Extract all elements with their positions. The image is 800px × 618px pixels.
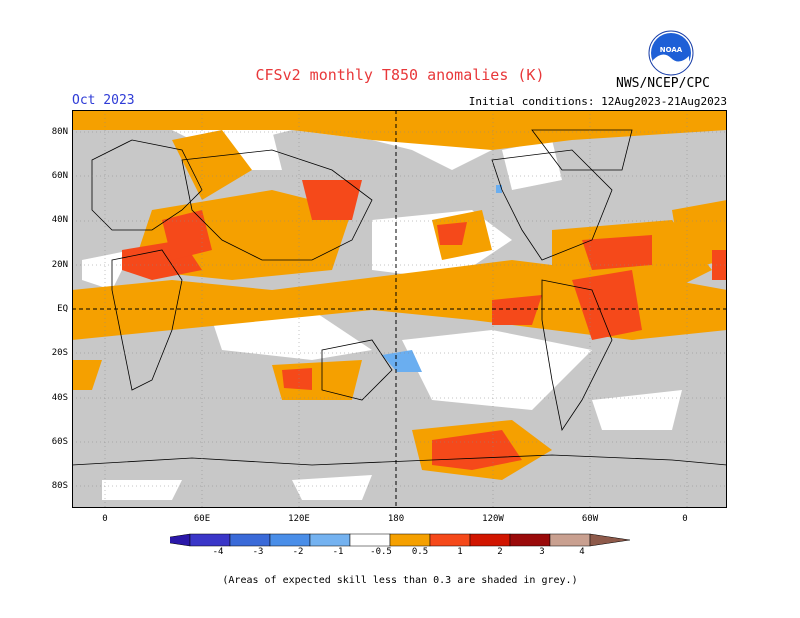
colorbar-segment [509, 533, 551, 547]
colorbar-label-3: 3 [539, 547, 545, 557]
lat-label-80n: 80N [51, 127, 68, 137]
colorbar-label-neg1: -1 [332, 547, 344, 557]
colorbar-segment [429, 533, 471, 547]
light-blue-anomaly-areas [382, 185, 502, 372]
lat-label-40s: 40S [51, 393, 68, 403]
colorbar-segment [469, 533, 511, 547]
lat-label-80s: 80S [51, 481, 68, 491]
colorbar-segment [170, 533, 191, 547]
colorbar-label-neg4: -4 [212, 547, 224, 557]
colorbar-label-1: 1 [457, 547, 463, 557]
svg-text:NOAA: NOAA [660, 46, 683, 54]
footnote: (Areas of expected skill less than 0.3 a… [222, 575, 578, 586]
colorbar-label-2: 2 [497, 547, 503, 557]
colorbar-segment [589, 533, 630, 547]
colorbar-label-05: 0.5 [411, 547, 429, 557]
colorbar-label-neg2: -2 [292, 547, 304, 557]
lon-label-120e: 120E [288, 514, 310, 524]
colorbar-segment [389, 533, 431, 547]
colorbar-segment [309, 533, 351, 547]
chart-title: CFSv2 monthly T850 anomalies (K) [255, 66, 545, 84]
colorbar-segment [269, 533, 311, 547]
lon-label-60e: 60E [193, 514, 211, 524]
colorbar-segment [189, 533, 231, 547]
colorbar-segment [549, 533, 591, 547]
colorbar-label-neg05: -0.5 [370, 547, 392, 557]
coastlines [72, 129, 727, 466]
red-anomaly-areas [122, 180, 727, 470]
lat-label-60s: 60S [51, 437, 68, 447]
lon-label-60w: 60W [581, 514, 599, 524]
lat-label-eq: EQ [57, 304, 68, 314]
initial-conditions: Initial conditions: 12Aug2023-21Aug2023 [468, 95, 727, 108]
lat-label-60n: 60N [51, 171, 68, 181]
colorbar-label-neg3: -3 [252, 547, 264, 557]
lon-label-0-east: 0 [682, 514, 688, 524]
reference-lines [72, 110, 727, 508]
lat-label-40n: 40N [51, 215, 68, 225]
lon-label-180: 180 [387, 514, 405, 524]
noaa-logo: NOAA [648, 30, 694, 76]
agency-label: NWS/NCEP/CPC [616, 76, 710, 91]
colorbar-segment [349, 533, 391, 547]
lat-label-20n: 20N [51, 260, 68, 270]
lon-label-0: 0 [102, 514, 108, 524]
map-frame [72, 110, 727, 508]
colorbar [170, 533, 630, 547]
lon-label-120w: 120W [482, 514, 504, 524]
forecast-month: Oct 2023 [72, 93, 135, 108]
lat-label-20s: 20S [51, 348, 68, 358]
anomaly-map [72, 110, 727, 508]
colorbar-segment [229, 533, 271, 547]
colorbar-label-4: 4 [579, 547, 585, 557]
